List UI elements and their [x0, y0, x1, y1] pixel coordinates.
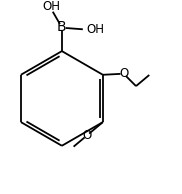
Text: OH: OH: [86, 23, 104, 36]
Text: O: O: [82, 129, 91, 142]
Text: B: B: [57, 20, 67, 35]
Text: O: O: [119, 67, 128, 80]
Text: OH: OH: [42, 0, 60, 13]
